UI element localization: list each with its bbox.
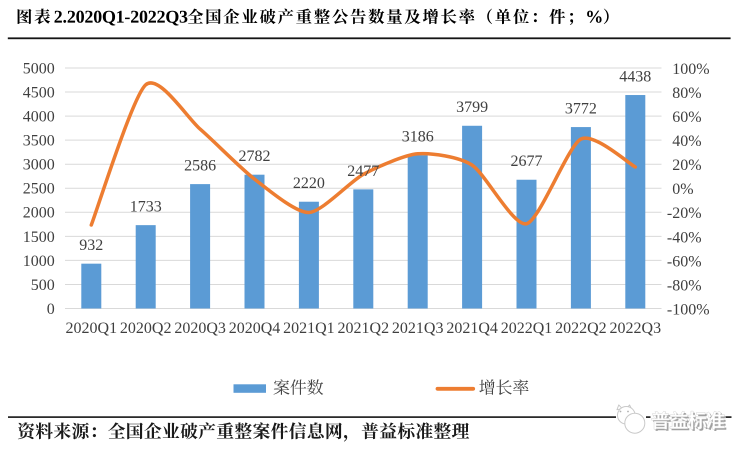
svg-text:-40%: -40% [667,229,702,246]
svg-text:2677: 2677 [511,153,543,170]
svg-text:2000: 2000 [23,205,55,222]
svg-text:3000: 3000 [23,157,55,174]
svg-text:4438: 4438 [619,68,651,85]
svg-text:80%: 80% [672,85,701,102]
svg-text:-20%: -20% [667,205,702,222]
svg-text:3500: 3500 [23,133,55,150]
svg-text:3772: 3772 [565,100,597,117]
svg-text:1500: 1500 [23,229,55,246]
svg-text:4000: 4000 [23,109,55,126]
svg-text:0%: 0% [672,181,693,198]
svg-text:1733: 1733 [130,199,162,216]
svg-text:932: 932 [79,237,103,254]
svg-text:1000: 1000 [23,253,55,270]
svg-text:5000: 5000 [23,60,55,77]
svg-text:2022Q2: 2022Q2 [555,320,607,337]
svg-text:60%: 60% [672,109,701,126]
svg-text:2021Q1: 2021Q1 [283,320,335,337]
svg-text:2021Q4: 2021Q4 [446,320,498,337]
svg-text:2500: 2500 [23,181,55,198]
svg-text:100%: 100% [672,61,709,78]
svg-text:-100%: -100% [667,301,710,318]
svg-text:0: 0 [47,301,55,318]
svg-text:4500: 4500 [23,84,55,101]
svg-text:3799: 3799 [456,99,488,116]
svg-text:-80%: -80% [667,277,702,294]
svg-text:2022Q3: 2022Q3 [610,320,662,337]
svg-text:2020Q1: 2020Q1 [66,320,118,337]
svg-text:500: 500 [31,277,55,294]
svg-text:2782: 2782 [239,148,271,165]
svg-text:2220: 2220 [293,175,325,192]
svg-text:3186: 3186 [402,129,434,146]
svg-text:2586: 2586 [184,158,216,175]
svg-text:2020Q3: 2020Q3 [174,320,226,337]
svg-text:2020Q2: 2020Q2 [120,320,172,337]
svg-text:40%: 40% [672,133,701,150]
svg-text:2022Q1: 2022Q1 [501,320,553,337]
svg-text:2021Q3: 2021Q3 [392,320,444,337]
svg-text:2021Q2: 2021Q2 [338,320,390,337]
svg-text:-60%: -60% [667,253,702,270]
svg-text:20%: 20% [672,157,701,174]
svg-text:2020Q4: 2020Q4 [229,320,281,337]
svg-text:2477: 2477 [347,163,379,180]
